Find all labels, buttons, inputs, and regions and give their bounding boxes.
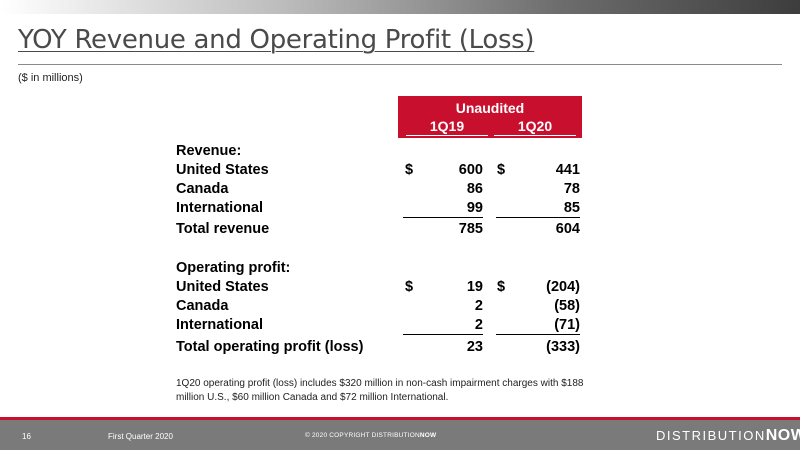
column-header-1q20: 1Q20 bbox=[494, 118, 576, 136]
unaudited-label: Unaudited bbox=[455, 100, 525, 116]
value-1q20: (333) bbox=[546, 339, 580, 355]
value-1q20: 78 bbox=[563, 181, 580, 197]
value-1q20: (204) bbox=[546, 279, 580, 295]
row-label: Total operating profit (loss) bbox=[176, 339, 364, 355]
operating-profit-total-row: Total operating profit (loss) 23 (333) bbox=[0, 339, 800, 359]
revenue-heading: Revenue: bbox=[176, 143, 242, 159]
footer-bar: 16 First Quarter 2020 © 2020 COPYRIGHT D… bbox=[0, 420, 800, 450]
revenue-total-row: Total revenue 785 604 bbox=[0, 221, 800, 241]
footer-accent-line bbox=[0, 417, 800, 420]
value-1q20: 441 bbox=[555, 162, 580, 178]
table-row: Canada 86 78 bbox=[0, 181, 800, 201]
value-1q20: (71) bbox=[554, 317, 580, 333]
row-label: United States bbox=[176, 279, 269, 295]
subtotal-underline bbox=[403, 217, 483, 218]
operating-profit-heading-row: Operating profit: bbox=[0, 260, 800, 280]
value-1q19: 785 bbox=[458, 221, 483, 237]
subtotal-underline bbox=[403, 334, 483, 335]
slide-title: YOY Revenue and Operating Profit (Loss) bbox=[18, 25, 535, 55]
value-1q19: 86 bbox=[466, 181, 483, 197]
row-label: Canada bbox=[176, 181, 229, 197]
value-1q19: 23 bbox=[466, 339, 483, 355]
value-1q20: (58) bbox=[554, 298, 580, 314]
value-1q20: 604 bbox=[555, 221, 580, 237]
value-1q19: 2 bbox=[474, 298, 483, 314]
title-divider bbox=[18, 64, 782, 65]
value-1q19: 19 bbox=[466, 279, 483, 295]
value-1q20: 85 bbox=[563, 200, 580, 216]
currency-symbol: $ bbox=[405, 162, 414, 178]
subtotal-underline bbox=[496, 217, 580, 218]
table-row: International 2 (71) bbox=[0, 317, 800, 337]
table-row: United States $ 600 $ 441 bbox=[0, 162, 800, 182]
row-label: International bbox=[176, 317, 264, 333]
row-label: International bbox=[176, 200, 264, 216]
logo-text-distribution: DISTRIBUTION bbox=[656, 428, 766, 443]
currency-symbol: $ bbox=[405, 279, 414, 295]
units-note: ($ in millions) bbox=[18, 72, 83, 84]
table-row: Canada 2 (58) bbox=[0, 298, 800, 318]
value-1q19: 99 bbox=[466, 200, 483, 216]
copyright-bold: NOW bbox=[419, 432, 437, 439]
table-row: International 99 85 bbox=[0, 200, 800, 220]
row-label: Canada bbox=[176, 298, 229, 314]
subtotal-underline bbox=[496, 334, 580, 335]
page-number: 16 bbox=[22, 432, 31, 441]
period-label: First Quarter 2020 bbox=[108, 432, 173, 441]
company-logo: DISTRIBUTIONNOW bbox=[656, 427, 800, 445]
top-gradient-bar bbox=[0, 0, 800, 14]
currency-symbol: $ bbox=[497, 279, 506, 295]
copyright-prefix: © 2020 COPYRIGHT DISTRIBUTION bbox=[305, 432, 420, 439]
table-header-box: Unaudited 1Q19 1Q20 bbox=[398, 96, 582, 138]
operating-profit-heading: Operating profit: bbox=[176, 260, 291, 276]
currency-symbol: $ bbox=[497, 162, 506, 178]
table-row: United States $ 19 $ (204) bbox=[0, 279, 800, 299]
row-label: United States bbox=[176, 162, 269, 178]
logo-text-now: NOW bbox=[765, 427, 800, 444]
copyright-text: © 2020 COPYRIGHT DISTRIBUTIONNOW bbox=[305, 432, 436, 439]
column-header-1q19: 1Q19 bbox=[406, 118, 488, 136]
value-1q19: 2 bbox=[474, 317, 483, 333]
revenue-heading-row: Revenue: bbox=[0, 143, 800, 163]
row-label: Total revenue bbox=[176, 221, 270, 237]
footnote: 1Q20 operating profit (loss) includes $3… bbox=[176, 378, 584, 403]
value-1q19: 600 bbox=[458, 162, 483, 178]
